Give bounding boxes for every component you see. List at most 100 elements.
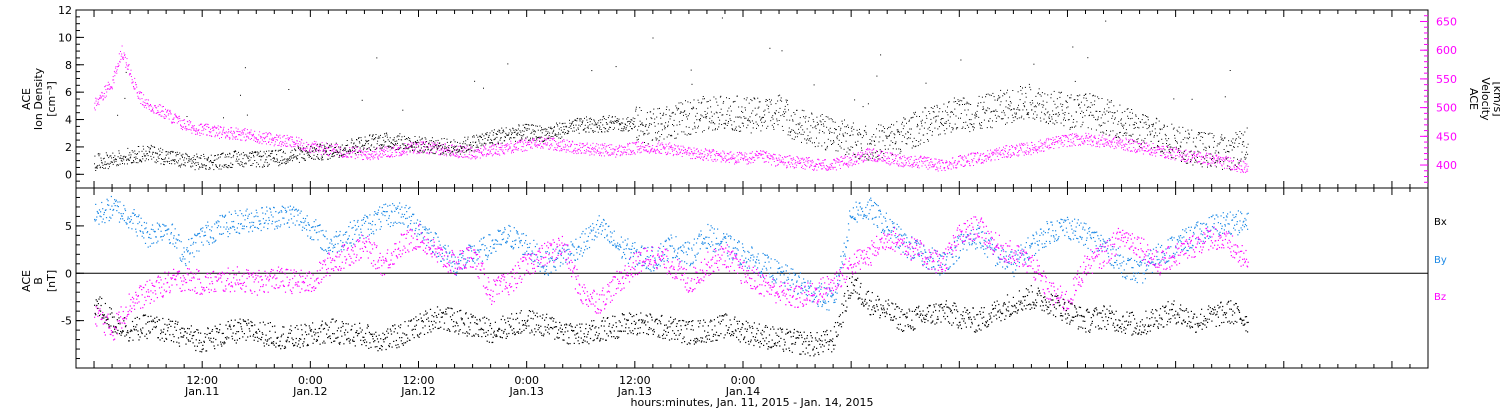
velocity-point (227, 132, 229, 134)
density-point (759, 116, 761, 118)
density-point (603, 118, 605, 120)
velocity-point (474, 158, 476, 160)
velocity-point (790, 166, 791, 168)
density-point (821, 114, 823, 115)
velocity-point (273, 145, 275, 147)
velocity-point (468, 153, 470, 155)
density-point (192, 157, 194, 158)
velocity-point (927, 164, 929, 166)
velocity-point (820, 162, 822, 164)
velocity-point (1185, 154, 1187, 156)
density-point (702, 131, 703, 133)
velocity-point (1123, 144, 1125, 146)
density-point (216, 158, 218, 160)
velocity-point (953, 162, 955, 164)
velocity-point (1030, 154, 1032, 156)
density-point (364, 144, 366, 146)
density-point (733, 101, 735, 103)
density-point (874, 141, 875, 142)
velocity-point (711, 159, 713, 161)
velocity-point (772, 156, 774, 158)
velocity-point (429, 150, 431, 152)
velocity-point (920, 155, 922, 157)
density-point (893, 133, 895, 135)
density-point (922, 111, 924, 113)
density-point (104, 161, 106, 163)
density-point (541, 129, 543, 131)
velocity-point (934, 158, 936, 160)
velocity-point (221, 134, 223, 136)
velocity-point (848, 161, 850, 163)
density-point (308, 153, 310, 155)
velocity-point (667, 153, 669, 155)
density-point (258, 152, 260, 154)
density-point (443, 152, 445, 154)
velocity-point (279, 142, 280, 144)
velocity-point (1074, 133, 1075, 135)
velocity-point (1159, 147, 1161, 149)
density-point (300, 150, 302, 152)
density-point (845, 140, 847, 142)
density-point (663, 112, 665, 114)
density-point (392, 139, 394, 141)
velocity-point (481, 151, 483, 153)
density-point (468, 149, 470, 151)
velocity-point (665, 154, 667, 156)
velocity-point (326, 148, 328, 149)
velocity-point (1048, 144, 1050, 146)
density-point (679, 113, 681, 114)
density-point (729, 114, 731, 116)
velocity-point (719, 155, 721, 157)
density-point (609, 127, 611, 128)
velocity-point (721, 159, 723, 161)
density-point (923, 134, 925, 136)
velocity-point (884, 156, 886, 158)
velocity-point (773, 153, 774, 155)
velocity-point (825, 168, 827, 169)
density-point (254, 160, 256, 161)
density-point (309, 156, 311, 157)
density-point (572, 130, 574, 132)
velocity-point (1245, 170, 1247, 172)
velocity-point (252, 134, 254, 136)
density-point (336, 149, 338, 151)
velocity-point (247, 136, 249, 138)
density-point (598, 125, 600, 126)
velocity-point (1205, 156, 1207, 158)
density-point (522, 124, 524, 126)
velocity-point (1072, 142, 1074, 144)
velocity-point (405, 147, 407, 148)
velocity-point (874, 159, 876, 161)
velocity-point (598, 147, 600, 149)
velocity-point (1111, 140, 1113, 142)
velocity-point (1003, 146, 1004, 148)
density-point (766, 104, 768, 106)
density-point (177, 154, 179, 155)
velocity-point (901, 162, 903, 164)
density-point (736, 129, 738, 131)
velocity-point (814, 164, 816, 166)
density-point (932, 131, 933, 133)
density-point (837, 135, 839, 137)
velocity-point (216, 135, 218, 137)
velocity-point (528, 141, 530, 143)
density-point (214, 155, 216, 156)
velocity-point (796, 164, 798, 166)
velocity-point (1142, 153, 1144, 155)
velocity-point (560, 148, 562, 149)
velocity-point (658, 152, 660, 154)
velocity-point (1009, 157, 1011, 158)
velocity-point (173, 118, 175, 120)
velocity-point (407, 147, 409, 149)
density-point (569, 122, 571, 124)
velocity-point (245, 139, 247, 141)
velocity-point (437, 142, 439, 144)
velocity-point (927, 160, 929, 162)
density-point (711, 120, 713, 122)
density-point (698, 102, 700, 104)
velocity-point (600, 152, 602, 154)
velocity-point (509, 148, 511, 149)
velocity-point (1220, 157, 1222, 159)
density-point (485, 143, 487, 145)
velocity-point (744, 156, 746, 158)
